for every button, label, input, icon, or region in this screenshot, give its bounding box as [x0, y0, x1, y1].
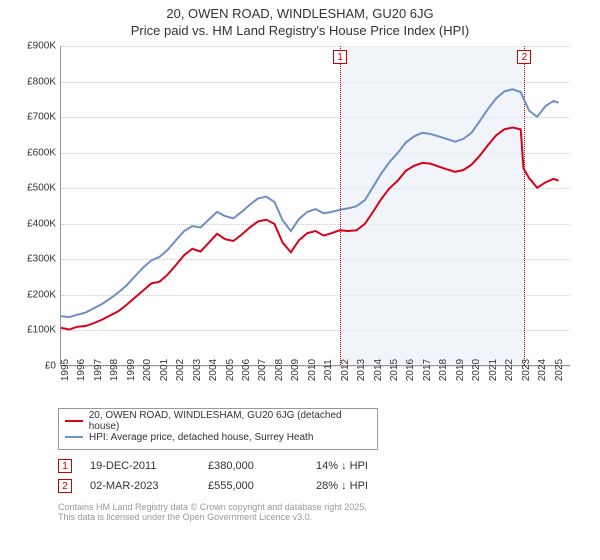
x-axis-label: 1997 [93, 359, 104, 381]
x-axis-label: 2023 [521, 359, 532, 381]
x-axis-label: 2011 [323, 359, 334, 381]
x-axis-label: 2025 [554, 359, 565, 381]
series-hpi [61, 89, 559, 317]
tx-diff-2: 28% ↓ HPI [316, 480, 436, 492]
x-axis-label: 2020 [471, 359, 482, 381]
x-axis-label: 2004 [208, 359, 219, 381]
series-svg [61, 46, 570, 365]
x-axis-label: 2024 [537, 359, 548, 381]
legend-swatch-hpi [65, 436, 83, 438]
tx-price-1: £380,000 [208, 460, 298, 472]
x-axis-label: 2009 [290, 359, 301, 381]
transactions-table: 1 19-DEC-2011 £380,000 14% ↓ HPI 2 02-MA… [58, 456, 590, 496]
x-axis-label: 1996 [76, 359, 87, 381]
x-axis-label: 2013 [356, 359, 367, 381]
x-axis-label: 2015 [389, 359, 400, 381]
title-block: 20, OWEN ROAD, WINDLESHAM, GU20 6JG Pric… [10, 6, 590, 38]
x-axis-label: 2006 [241, 359, 252, 381]
x-axis-label: 2019 [455, 359, 466, 381]
tx-badge-1: 1 [58, 459, 72, 473]
x-axis-label: 2005 [225, 359, 236, 381]
tx-badge-2: 2 [58, 479, 72, 493]
x-axis-label: 2017 [422, 359, 433, 381]
y-axis-label: £0 [11, 361, 56, 372]
x-axis-label: 2016 [405, 359, 416, 381]
legend: 20, OWEN ROAD, WINDLESHAM, GU20 6JG (det… [58, 408, 378, 450]
x-axis-label: 2002 [175, 359, 186, 381]
footer-line1: Contains HM Land Registry data © Crown c… [58, 502, 590, 512]
y-axis-label: £500K [11, 183, 56, 194]
x-axis-label: 2018 [438, 359, 449, 381]
y-axis-label: £400K [11, 218, 56, 229]
x-axis-label: 1995 [60, 359, 71, 381]
x-axis-label: 2021 [488, 359, 499, 381]
y-axis-label: £900K [11, 41, 56, 52]
tx-date-2: 02-MAR-2023 [90, 480, 190, 492]
x-axis-label: 2010 [307, 359, 318, 381]
title-subtitle: Price paid vs. HM Land Registry's House … [10, 23, 590, 38]
title-address: 20, OWEN ROAD, WINDLESHAM, GU20 6JG [10, 6, 590, 21]
plot-region: 12 [60, 46, 570, 366]
tx-diff-1: 14% ↓ HPI [316, 460, 436, 472]
legend-label-hpi: HPI: Average price, detached house, Surr… [89, 432, 313, 443]
chart-container: 20, OWEN ROAD, WINDLESHAM, GU20 6JG Pric… [0, 0, 600, 560]
x-axis-label: 1998 [109, 359, 120, 381]
legend-item-price: 20, OWEN ROAD, WINDLESHAM, GU20 6JG (det… [65, 413, 371, 429]
table-row: 1 19-DEC-2011 £380,000 14% ↓ HPI [58, 456, 590, 476]
x-axis-label: 2014 [373, 359, 384, 381]
y-axis-label: £200K [11, 289, 56, 300]
table-row: 2 02-MAR-2023 £555,000 28% ↓ HPI [58, 476, 590, 496]
y-axis-label: £300K [11, 254, 56, 265]
x-axis-label: 2007 [257, 359, 268, 381]
legend-label-price: 20, OWEN ROAD, WINDLESHAM, GU20 6JG (det… [89, 410, 371, 432]
legend-swatch-price [65, 420, 83, 422]
footer-line2: This data is licensed under the Open Gov… [58, 512, 590, 522]
y-axis-label: £100K [11, 325, 56, 336]
x-axis-label: 2008 [274, 359, 285, 381]
y-axis-label: £800K [11, 76, 56, 87]
tx-price-2: £555,000 [208, 480, 298, 492]
x-axis-label: 2003 [192, 359, 203, 381]
x-axis-label: 2022 [504, 359, 515, 381]
x-axis-label: 1999 [126, 359, 137, 381]
footer: Contains HM Land Registry data © Crown c… [58, 502, 590, 522]
x-axis-label: 2001 [159, 359, 170, 381]
tx-date-1: 19-DEC-2011 [90, 460, 190, 472]
series-price_paid [61, 128, 559, 330]
x-axis-label: 2000 [142, 359, 153, 381]
y-axis-label: £700K [11, 112, 56, 123]
x-axis-label: 2012 [340, 359, 351, 381]
chart-area: 12 £0£100K£200K£300K£400K£500K£600K£700K… [20, 46, 580, 406]
y-axis-label: £600K [11, 147, 56, 158]
